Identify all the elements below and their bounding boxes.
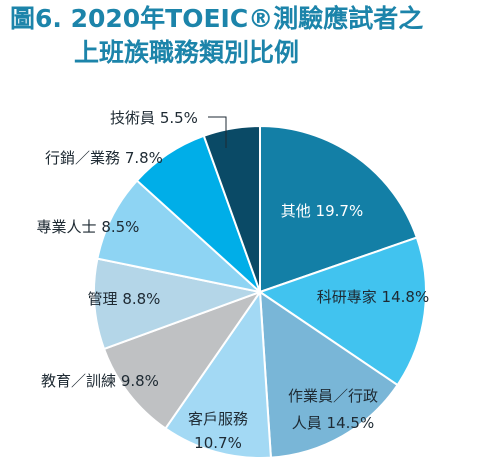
pie-slice-education-training bbox=[102, 289, 263, 430]
pie-label-professional: 專業人士 8.5% bbox=[37, 218, 140, 236]
pie-slice-operator-admin bbox=[258, 290, 399, 459]
pie-slice-customer-service bbox=[164, 289, 272, 459]
leader-line-technician bbox=[208, 116, 227, 148]
pie-label-marketing-sales: 行銷／業務 7.8% bbox=[45, 149, 163, 167]
chart-title: 圖6. 2020年TOEIC®測驗應試者之 上班族職務類別比例 bbox=[10, 2, 476, 70]
pie-labels: 其他 19.7% 科研專家 14.8% 作業員／行政人員 14.5% 客戶服務 10.7… bbox=[37, 109, 430, 452]
pie-label-education-training: 教育／訓練 9.8% bbox=[41, 372, 159, 390]
pie-label-customer-service: 客戶服務 10.7% bbox=[188, 410, 248, 452]
chart-title-line-2: 上班族職務類別比例 bbox=[74, 38, 300, 67]
pie-label-other: 其他 19.7% bbox=[281, 202, 363, 220]
pie-label-management: 管理 8.8% bbox=[88, 290, 161, 308]
pie-label-research-expert: 科研專家 14.8% bbox=[317, 288, 429, 306]
pie-label-operator-admin: 作業員／行政人員 14.5% bbox=[288, 387, 378, 432]
pie-slice-management bbox=[93, 257, 264, 351]
pie-slice-research-expert bbox=[257, 236, 427, 387]
pie-slices bbox=[93, 124, 427, 459]
pie-slice-technician bbox=[202, 124, 261, 293]
pie-slice-professional bbox=[96, 179, 264, 294]
pie-label-technician: 技術員 5.5% bbox=[110, 109, 198, 127]
chart-title-line-1: 圖6. 2020年TOEIC®測驗應試者之 bbox=[10, 4, 424, 33]
